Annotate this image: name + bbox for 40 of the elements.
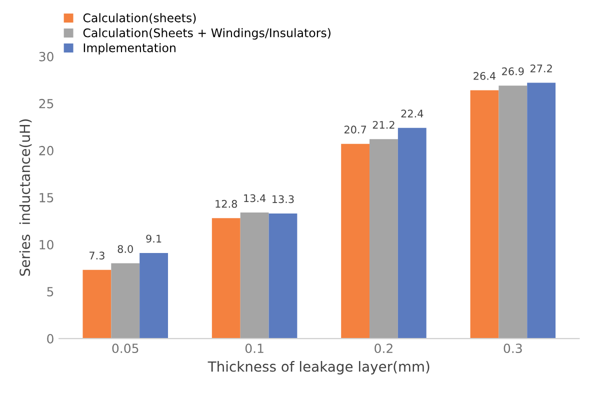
bar [341, 144, 370, 339]
bar [240, 212, 269, 339]
y-tick-label: 5 [47, 287, 54, 296]
y-tick-label: 30 [39, 52, 54, 62]
y-tick-label: 0 [47, 334, 54, 344]
bar [140, 252, 168, 339]
x-tick-label: 0.3 [504, 344, 522, 354]
y-tick-label: 15 [40, 193, 54, 202]
y-tick-label: 10 [40, 240, 54, 250]
x-tick-label: 0.05 [112, 344, 138, 354]
data-label: 26.9 [502, 67, 524, 76]
data-label: 22.4 [401, 110, 424, 118]
bar [82, 270, 112, 339]
data-label: 13.4 [244, 194, 266, 202]
data-label: 27.2 [530, 64, 552, 72]
y-tick-label: 25 [39, 98, 54, 108]
bar [212, 218, 240, 339]
data-label: 26.4 [474, 72, 496, 80]
bar [111, 263, 140, 339]
legend-label: Calculation(sheets) [83, 13, 196, 24]
bar [470, 90, 499, 339]
bar [527, 82, 556, 339]
x-axis-title: Thickness of leakage layer(mm) [208, 361, 430, 374]
x-tick-label: 0.2 [374, 344, 392, 354]
bar [268, 213, 298, 339]
x-tick-label: 0.1 [245, 344, 264, 354]
legend-label: Calculation(Sheets + Windings/Insulators) [83, 28, 330, 40]
y-axis-title: Series inductance(uH) [19, 119, 32, 276]
data-label: 21.2 [372, 120, 394, 129]
data-label: 7.3 [90, 252, 104, 260]
data-label: 12.8 [216, 200, 238, 208]
data-label: 13.3 [272, 195, 294, 204]
bar [498, 86, 528, 339]
data-label: 20.7 [344, 126, 366, 134]
bar [398, 128, 426, 339]
bar [370, 139, 398, 339]
y-tick-label: 20 [39, 146, 54, 156]
data-label: 8.0 [118, 245, 133, 253]
legend-label: Implementation [84, 43, 176, 55]
data-label: 9.1 [146, 234, 162, 243]
